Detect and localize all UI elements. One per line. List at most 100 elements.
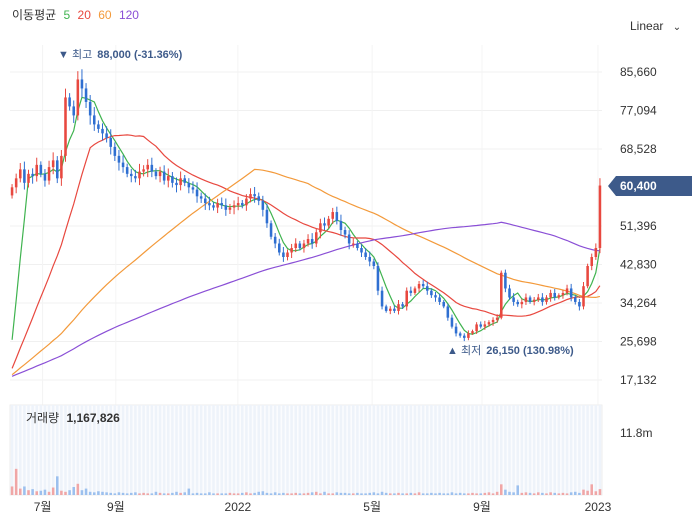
ma120-line — [11, 221, 600, 377]
volume-bar — [125, 493, 129, 495]
volume-track — [294, 405, 297, 495]
volume-bar — [590, 484, 593, 495]
candle-body — [500, 272, 503, 318]
volume-track — [421, 405, 425, 495]
volume-track — [512, 405, 515, 495]
volume-track — [60, 405, 63, 495]
volume-track — [35, 405, 38, 495]
volume-bar — [88, 491, 92, 495]
candle-body — [88, 101, 92, 116]
volume-bar — [130, 492, 133, 495]
volume-track — [56, 405, 59, 495]
volume-track — [273, 405, 277, 495]
volume-bar — [532, 493, 536, 495]
volume-bar — [315, 491, 318, 495]
volume-track — [343, 405, 347, 495]
volume-track — [130, 405, 133, 495]
candle-body — [39, 164, 43, 174]
candle-body — [356, 243, 359, 249]
candle-body — [389, 308, 392, 311]
volume-track — [454, 405, 458, 495]
volume-track — [561, 405, 565, 495]
candle-body — [93, 115, 96, 125]
volume-bar — [265, 492, 269, 495]
volume-track — [553, 405, 556, 495]
volume-track — [216, 405, 219, 495]
candle-body — [216, 203, 219, 208]
volume-bar — [331, 493, 334, 495]
volume-bar — [97, 491, 100, 495]
candle-body — [76, 79, 80, 116]
volume-track — [335, 405, 339, 495]
volume-bar — [565, 493, 569, 495]
volume-bar — [582, 489, 585, 495]
volume-track — [319, 405, 322, 495]
volume-track — [93, 405, 96, 495]
candle-body — [158, 171, 162, 177]
candle-body — [68, 97, 71, 107]
volume-label-text: 거래량 — [26, 411, 59, 425]
candle-body — [467, 333, 470, 338]
volume-bar — [586, 490, 589, 495]
candle-body — [520, 301, 524, 305]
volume-bar — [475, 493, 478, 495]
volume-track — [520, 405, 524, 495]
candle-body — [339, 221, 343, 231]
volume-track — [590, 405, 593, 495]
ma-60[interactable]: 60 — [98, 8, 112, 22]
volume-track — [253, 405, 256, 495]
ma-120[interactable]: 120 — [118, 8, 139, 22]
candle-body — [347, 234, 351, 244]
ma-20[interactable]: 20 — [77, 8, 91, 22]
volume-bar — [549, 492, 552, 495]
candle-body — [495, 317, 499, 320]
scale-select[interactable]: Linear ⌄ — [630, 19, 681, 33]
volume-track — [138, 405, 141, 495]
candle-body — [253, 194, 256, 197]
volume-bar — [463, 493, 466, 495]
candle-body — [409, 290, 413, 293]
candle-body — [528, 297, 532, 302]
volume-track — [142, 405, 145, 495]
volume-bar — [142, 492, 145, 495]
volume-bar — [454, 493, 458, 495]
candle-body — [319, 223, 322, 233]
volume-bar — [409, 492, 413, 495]
volume-bar — [360, 493, 363, 495]
volume-bar — [76, 483, 80, 495]
candle-body — [405, 290, 408, 307]
candle-body — [463, 335, 466, 338]
volume-track — [495, 405, 499, 495]
volume-track — [113, 405, 117, 495]
volume-bar — [171, 492, 174, 495]
volume-bar — [442, 493, 445, 495]
candle-body — [545, 297, 548, 302]
volume-track — [162, 405, 166, 495]
volume-track — [442, 405, 445, 495]
candle-body — [537, 297, 540, 300]
low-marker: ▲ 최저 26,150 (130.98%) — [447, 344, 574, 357]
candle-body — [195, 189, 199, 197]
volume-bar — [401, 493, 404, 495]
candle-body — [372, 261, 376, 266]
candle-body — [117, 155, 121, 163]
price-tick: 77,094 — [620, 104, 657, 118]
price-tick: 51,396 — [620, 219, 657, 233]
volume-track — [306, 405, 310, 495]
volume-track — [76, 405, 80, 495]
volume-track — [397, 405, 400, 495]
volume-track — [150, 405, 154, 495]
volume-bar — [220, 493, 223, 495]
volume-bar — [397, 492, 400, 495]
candle-body — [269, 223, 273, 237]
ma-5[interactable]: 5 — [63, 8, 71, 22]
volume-track — [249, 405, 252, 495]
candle-body — [508, 288, 511, 298]
volume-bar — [56, 476, 59, 495]
volume-bar — [195, 492, 199, 495]
candle-body — [220, 203, 223, 206]
candle-body — [23, 169, 26, 183]
volume-track — [327, 405, 330, 495]
volume-track — [236, 405, 240, 495]
